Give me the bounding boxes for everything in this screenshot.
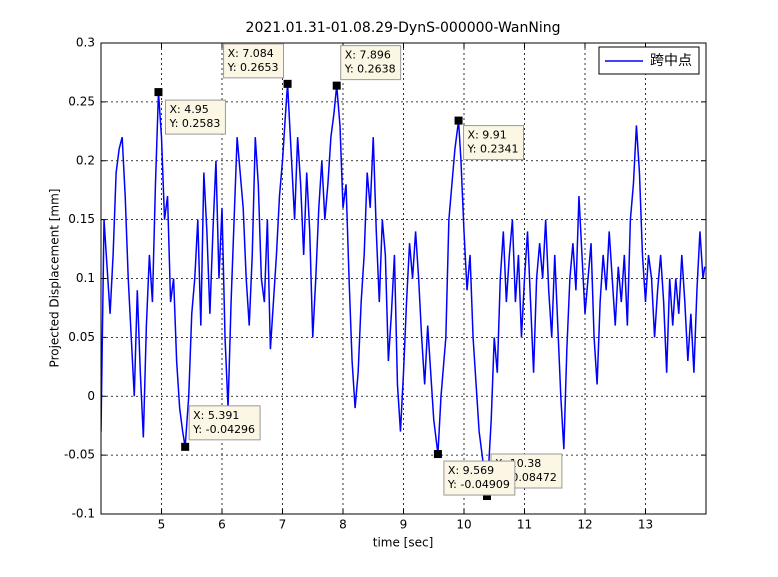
datatip-x-label: X: 7.084: [228, 47, 274, 60]
datatip-y-label: Y: -0.04296: [192, 423, 255, 436]
y-tick-label: 0.05: [68, 330, 95, 344]
datatip-box: [188, 405, 261, 441]
datatip: X: 4.95Y: 0.2583: [154, 88, 226, 135]
x-tick-label: 8: [339, 518, 347, 532]
x-tick-label: 6: [218, 518, 226, 532]
datatip-x-label: X: 5.391: [193, 409, 239, 422]
datatip-marker: [482, 492, 491, 501]
series-layer: [101, 83, 706, 497]
datatip-marker: [433, 450, 442, 459]
datatip-box: [340, 45, 402, 81]
datatip-y-label: Y: -0.04909: [447, 478, 510, 491]
data-line: [101, 83, 706, 497]
ticks: 5 6 7 8 9 10 11 12 13 -0.1 -0.05 0 0.05 0.1 0.15 0.2 0.2…: [64, 36, 706, 532]
datatip-marker: [283, 79, 292, 88]
y-tick-label: 0: [87, 389, 95, 403]
y-tick-label: 0.3: [76, 36, 95, 50]
x-tick-label: 13: [638, 518, 653, 532]
y-tick-label: 0.25: [68, 94, 95, 108]
y-axis-label: Projected Displacement [mm]: [48, 189, 62, 368]
datatip: X: 9.91Y: 0.2341: [454, 116, 525, 161]
datatip-y-label: Y: 0.2341: [467, 143, 519, 156]
y-tick-label: -0.05: [64, 448, 95, 462]
x-axis-label: time [sec]: [373, 536, 434, 550]
y-tick-label: 0.1: [76, 271, 95, 285]
datatip-y-label: Y: 0.2583: [168, 117, 220, 130]
datatip-box: [463, 125, 525, 161]
datatip-marker: [454, 116, 463, 125]
legend: 跨中点: [598, 46, 700, 75]
legend-label: 跨中点: [650, 53, 692, 69]
x-tick-label: 7: [279, 518, 287, 532]
x-tick-label: 10: [456, 518, 471, 532]
datatip-x-label: X: 9.91: [468, 129, 507, 142]
y-tick-label: -0.1: [72, 507, 95, 521]
x-tick-label: 5: [158, 518, 166, 532]
y-tick-label: 0.15: [68, 212, 95, 226]
x-tick-label: 11: [517, 518, 532, 532]
datatip-box: [443, 460, 516, 496]
x-tick-label: 12: [577, 518, 592, 532]
x-tick-label: 9: [400, 518, 408, 532]
chart-title: 2021.01.31-01.08.29-DynS-000000-WanNing: [246, 20, 561, 36]
datatip-x-label: X: 7.896: [345, 49, 391, 62]
datatip-x-label: X: 4.95: [169, 103, 208, 116]
datatip-marker: [154, 88, 163, 97]
datatip-marker: [181, 442, 190, 451]
datatip-box: [223, 43, 285, 79]
datatip-x-label: X: 9.569: [448, 464, 494, 477]
y-tick-label: 0.2: [76, 153, 95, 167]
datatip-y-label: Y: 0.2653: [227, 61, 279, 74]
datatip-y-label: Y: 0.2638: [344, 63, 396, 76]
datatip-box: [164, 99, 226, 135]
datatip-marker: [332, 81, 341, 90]
